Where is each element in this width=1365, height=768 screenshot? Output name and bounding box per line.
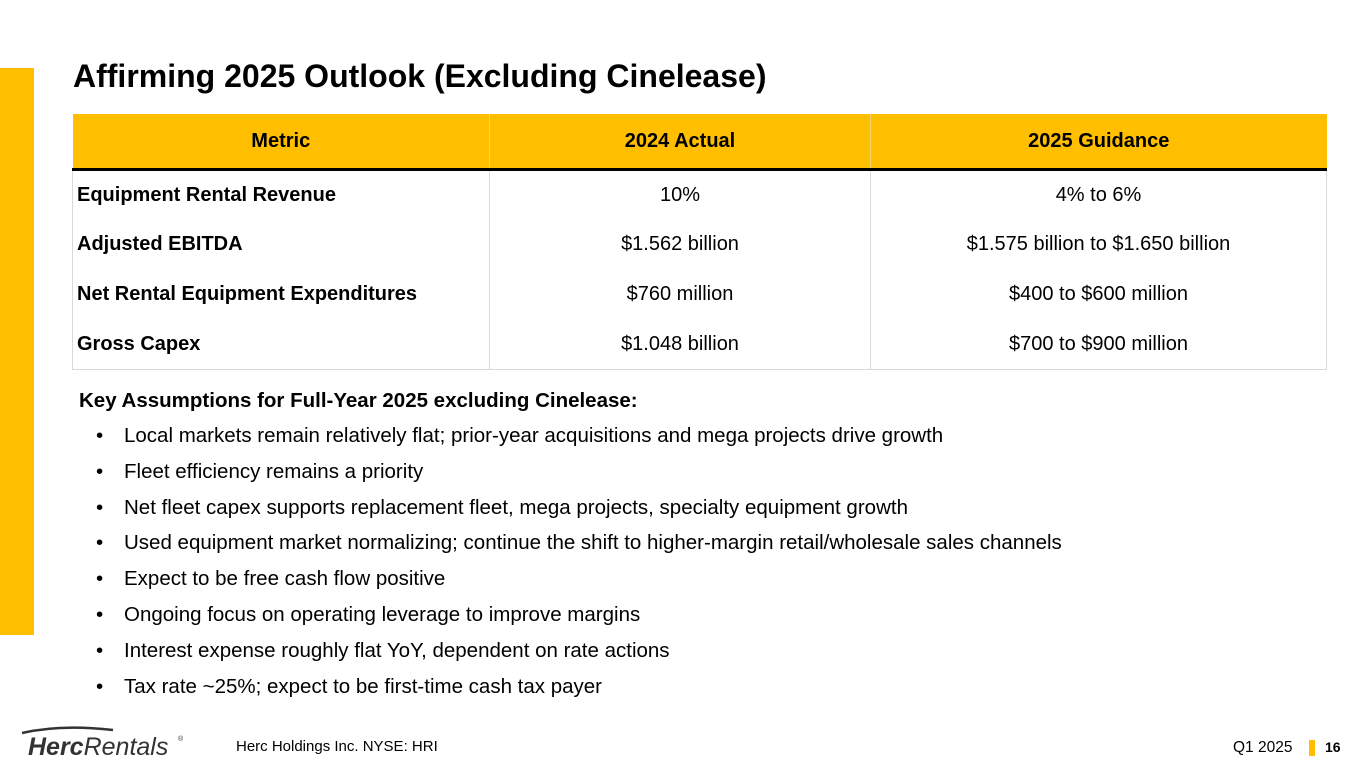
logo-swoosh [21,726,114,735]
guidance-cell: $700 to $900 million [870,319,1327,370]
list-item: • Expect to be free cash flow positive [96,561,1062,597]
herc-rentals-logo: HercRentals ® [21,726,184,761]
logo-bold-text: Herc [28,733,84,761]
list-item: • Ongoing focus on operating leverage to … [96,597,1062,633]
list-item-text: Tax rate ~25%; expect to be first-time c… [124,674,602,698]
list-item-text: Fleet efficiency remains a priority [124,459,424,483]
assumptions-list: • Local markets remain relatively flat; p… [96,418,1062,704]
outlook-table: Metric 2024 Actual 2025 Guidance Equipme… [72,114,1327,370]
bullet-icon: • [96,567,104,591]
actual-cell: $1.562 billion [489,219,871,269]
metric-cell: Net Rental Equipment Expenditures [72,269,490,319]
bullet-icon: • [96,602,104,626]
guidance-cell: 4% to 6% [870,169,1327,219]
actual-cell: $760 million [489,269,871,319]
bullet-icon: • [96,459,104,483]
table-row: Net Rental Equipment Expenditures $760 m… [72,269,1327,319]
metric-cell: Adjusted EBITDA [72,219,490,269]
registered-mark: ® [178,735,184,743]
list-item-text: Ongoing focus on operating leverage to i… [124,602,641,626]
list-item-text: Local markets remain relatively flat; pr… [124,424,944,447]
metric-cell: Equipment Rental Revenue [72,169,490,219]
list-item: • Net fleet capex supports replacement fl… [96,490,1062,526]
actual-cell: 10% [489,169,871,219]
slide-title: Affirming 2025 Outlook (Excluding Cinele… [73,58,767,94]
column-header-metric: Metric [72,114,490,171]
bullet-icon: • [96,638,104,662]
table-row: Equipment Rental Revenue 10% 4% to 6% [72,169,1327,219]
list-item-text: Interest expense roughly flat YoY, depen… [124,638,670,662]
list-item-text: Expect to be free cash flow positive [124,567,446,591]
company-ticker: Herc Holdings Inc. NYSE: HRI [236,738,438,755]
list-item: • Used equipment market normalizing; cont… [96,525,1062,561]
column-header-2024-actual: 2024 Actual [489,114,871,171]
actual-cell: $1.048 billion [489,319,871,370]
quarter-label: Q1 2025 [1233,739,1293,756]
table-row: Adjusted EBITDA $1.562 billion $1.575 bi… [72,219,1327,269]
table-header-row: Metric 2024 Actual 2025 Guidance [72,114,1327,171]
bullet-icon: • [96,674,104,698]
assumptions-heading: Key Assumptions for Full-Year 2025 exclu… [79,389,638,412]
bullet-icon: • [96,495,104,519]
logo-wordmark: HercRentals [28,733,168,761]
list-item: • Tax rate ~25%; expect to be first-time … [96,669,1062,705]
page-number: 16 [1325,739,1341,755]
logo-light-text: Rentals [84,733,169,761]
bullet-icon: • [96,424,104,447]
list-item: • Fleet efficiency remains a priority [96,454,1062,490]
guidance-cell: $400 to $600 million [870,269,1327,319]
metric-cell: Gross Capex [72,319,490,370]
list-item: • Local markets remain relatively flat; p… [96,418,1062,454]
column-header-2025-guidance: 2025 Guidance [870,114,1327,171]
list-item-text: Net fleet capex supports replacement fle… [124,495,908,519]
table-row: Gross Capex $1.048 billion $700 to $900 … [72,319,1327,370]
side-accent-bar [0,68,34,635]
list-item: • Interest expense roughly flat YoY, depe… [96,633,1062,669]
guidance-cell: $1.575 billion to $1.650 billion [870,219,1327,269]
bullet-icon: • [96,531,104,555]
page-marker [1309,740,1315,756]
list-item-text: Used equipment market normalizing; conti… [124,531,1062,555]
